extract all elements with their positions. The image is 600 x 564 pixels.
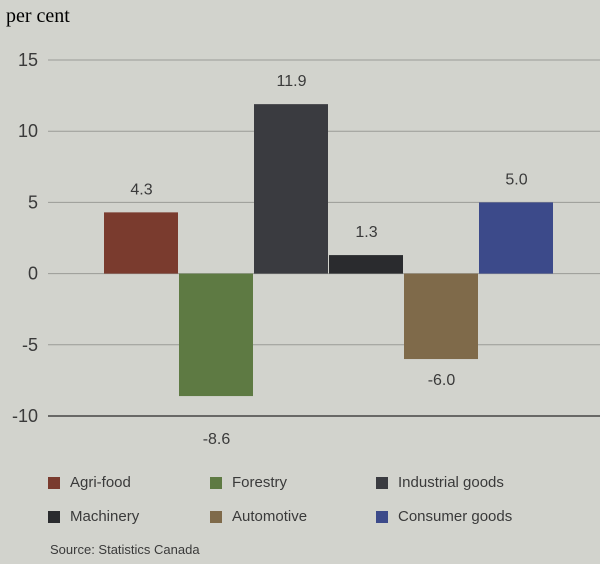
legend-swatch — [210, 510, 222, 523]
legend-label: Automotive — [232, 508, 308, 525]
legend-item: Machinery — [48, 508, 139, 525]
data-label: 4.3 — [130, 181, 152, 198]
legend-item: Agri-food — [48, 474, 131, 491]
bar — [104, 212, 178, 274]
legend-item: Consumer goods — [376, 508, 512, 525]
bar — [254, 104, 328, 274]
legend-label: Agri-food — [70, 474, 131, 491]
unit-label: per cent — [6, 5, 70, 27]
legend-label: Industrial goods — [398, 474, 504, 491]
y-tick-label: 5 — [28, 192, 38, 212]
legend-swatch — [48, 476, 60, 489]
data-label: 11.9 — [277, 73, 307, 90]
y-axis-ticks: 15 10 5 0 -5 -10 — [12, 50, 38, 426]
legend-swatch — [48, 510, 60, 523]
legend-label: Machinery — [70, 508, 140, 525]
y-tick-label: 15 — [18, 50, 38, 70]
bar — [479, 202, 553, 274]
legend-item: Industrial goods — [376, 474, 504, 491]
data-label: 5.0 — [505, 171, 527, 188]
legend-swatch — [210, 476, 222, 489]
bars — [104, 104, 553, 397]
legend-label: Consumer goods — [398, 508, 513, 525]
y-tick-label: -5 — [22, 335, 38, 355]
legend-item: Automotive — [210, 508, 307, 525]
y-tick-label: 0 — [28, 264, 38, 284]
data-labels: 4.3 -8.6 11.9 1.3 -6.0 5.0 — [130, 73, 527, 448]
bar — [329, 255, 403, 274]
legend-swatch — [376, 476, 388, 489]
y-tick-label: 10 — [18, 121, 38, 141]
bar — [404, 273, 478, 360]
bar — [179, 273, 253, 397]
source-note: Source: Statistics Canada — [50, 542, 200, 557]
data-label: -8.6 — [203, 431, 231, 448]
legend-swatch — [376, 510, 388, 523]
data-label: 1.3 — [355, 224, 377, 241]
data-label: -6.0 — [428, 372, 456, 389]
legend-item: Forestry — [210, 474, 287, 491]
legend-label: Forestry — [232, 474, 288, 491]
y-tick-label: -10 — [12, 406, 38, 426]
bar-chart: per cent 15 10 5 0 -5 -10 4.3 -8.6 11.9 1.3 -6.0 5… — [6, 5, 600, 448]
